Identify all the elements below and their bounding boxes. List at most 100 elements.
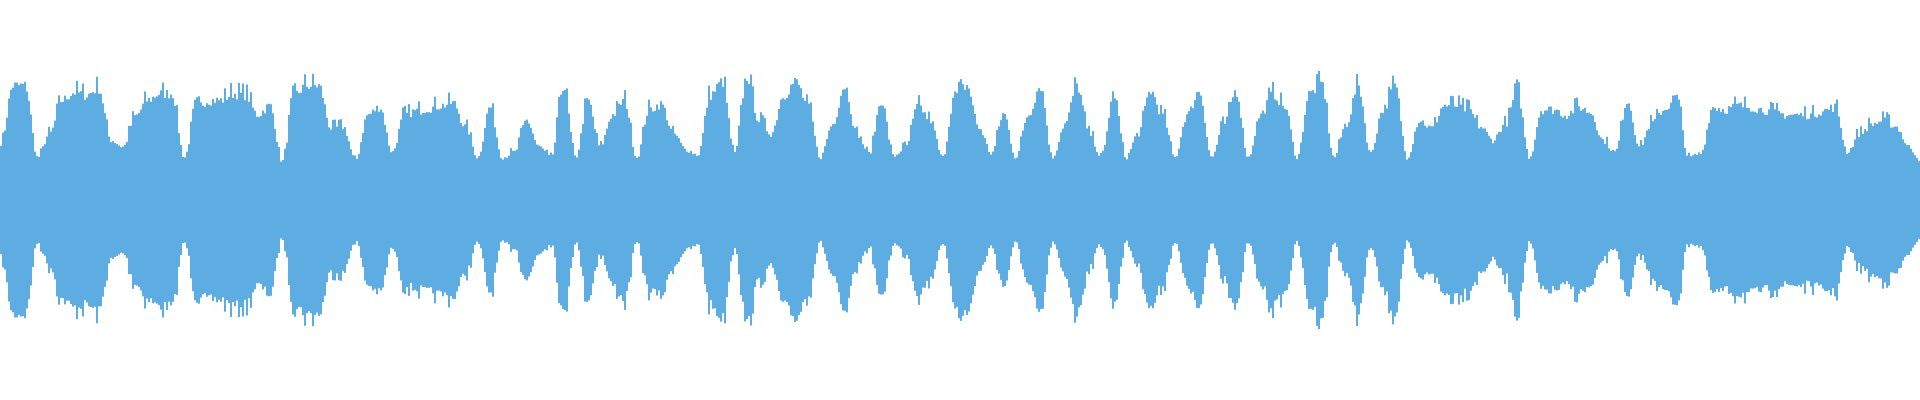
waveform-bar: [58, 95, 60, 305]
waveform-bar: [1712, 107, 1714, 293]
waveform-bar: [634, 155, 636, 245]
waveform-bar: [186, 151, 188, 249]
waveform-bar: [778, 108, 780, 292]
waveform-bar: [36, 156, 38, 244]
waveform-bar: [8, 98, 10, 302]
waveform-bar: [1668, 108, 1670, 292]
waveform-bar: [534, 140, 536, 260]
waveform-bar: [1626, 103, 1628, 297]
waveform-bar: [1118, 115, 1120, 285]
waveform-bar: [990, 154, 992, 246]
waveform-bar: [1024, 122, 1026, 278]
waveform-bar: [82, 83, 84, 317]
waveform-bar: [1618, 140, 1620, 260]
waveform-bar: [328, 127, 330, 273]
waveform-bar: [162, 82, 164, 318]
waveform-bar: [540, 146, 542, 254]
waveform-bar: [1724, 113, 1726, 287]
waveform-bar: [1776, 102, 1778, 298]
waveform-bar: [166, 90, 168, 310]
waveform-bar: [818, 157, 820, 243]
waveform-bar: [358, 153, 360, 247]
waveform-bar: [100, 93, 102, 307]
waveform-bar: [1044, 108, 1046, 292]
waveform-bar: [484, 127, 486, 273]
waveform-bar: [844, 89, 846, 311]
waveform-bar: [104, 113, 106, 287]
waveform-bar: [1014, 158, 1016, 242]
waveform-bar: [1632, 122, 1634, 278]
waveform-bar: [384, 124, 386, 276]
waveform-bar: [1074, 77, 1076, 323]
waveform-bar: [1850, 147, 1852, 253]
waveform-bar: [1234, 90, 1236, 310]
waveform-bar: [1532, 151, 1534, 249]
waveform-bar: [200, 102, 202, 298]
waveform-bar: [1736, 103, 1738, 297]
waveform-bar: [772, 132, 774, 268]
waveform-bar: [1684, 147, 1686, 253]
waveform-bar: [1824, 109, 1826, 291]
waveform-bar: [828, 130, 830, 270]
waveform-bar: [978, 128, 980, 272]
waveform-bar: [710, 99, 712, 301]
waveform-bar: [840, 95, 842, 305]
waveform-bar: [1682, 130, 1684, 270]
waveform-bar: [1364, 123, 1366, 277]
waveform-bar: [226, 99, 228, 301]
waveform-bar: [678, 138, 680, 262]
waveform-bar: [516, 149, 518, 251]
waveform-bar: [1490, 138, 1492, 262]
waveform-bar: [84, 99, 86, 301]
waveform-bar: [1052, 158, 1054, 242]
waveform-bar: [1342, 129, 1344, 271]
waveform-bar: [458, 113, 460, 287]
waveform-bar: [1328, 133, 1330, 267]
waveform-bar: [1616, 148, 1618, 252]
waveform-bar: [212, 99, 214, 301]
waveform-bar: [398, 128, 400, 272]
waveform-bar: [1598, 135, 1600, 265]
waveform-bar: [1570, 110, 1572, 290]
waveform-bar: [262, 110, 264, 290]
waveform-bar: [956, 92, 958, 308]
waveform-bar: [322, 97, 324, 303]
waveform-bar: [46, 136, 48, 264]
waveform-bar: [822, 152, 824, 248]
waveform-bar: [1216, 144, 1218, 256]
waveform-bar: [838, 107, 840, 293]
waveform-bar: [120, 147, 122, 253]
waveform-bar: [1666, 110, 1668, 290]
waveform-bar: [970, 96, 972, 304]
waveform-bar: [1214, 151, 1216, 249]
waveform-bar: [108, 136, 110, 264]
waveform-bar: [1152, 91, 1154, 309]
waveform-bar: [1066, 120, 1068, 280]
waveform-bar: [72, 93, 74, 307]
waveform-bar: [252, 107, 254, 293]
waveform-bar: [1180, 137, 1182, 263]
waveform-bar: [984, 138, 986, 262]
waveform-bar: [274, 128, 276, 272]
waveform-bar: [1244, 147, 1246, 253]
waveform-bar: [38, 156, 40, 244]
waveform-bar: [1250, 154, 1252, 246]
waveform-bar: [526, 119, 528, 281]
waveform-bar: [1670, 102, 1672, 298]
waveform-bar: [1568, 116, 1570, 284]
waveform-bar: [268, 103, 270, 297]
waveform-bar: [980, 129, 982, 271]
waveform-bar: [140, 109, 142, 291]
waveform-bar: [348, 141, 350, 259]
waveform-bar: [452, 101, 454, 299]
waveform-bar: [278, 146, 280, 254]
waveform-bar: [128, 126, 130, 274]
waveform-bar: [586, 98, 588, 302]
waveform-bar: [1768, 109, 1770, 291]
waveform-bar: [1700, 154, 1702, 246]
waveform-bar: [1420, 121, 1422, 279]
waveform-bar: [1588, 112, 1590, 288]
waveform-bar: [1918, 161, 1920, 239]
waveform-bar: [1006, 119, 1008, 281]
waveform-bar: [1348, 122, 1350, 278]
